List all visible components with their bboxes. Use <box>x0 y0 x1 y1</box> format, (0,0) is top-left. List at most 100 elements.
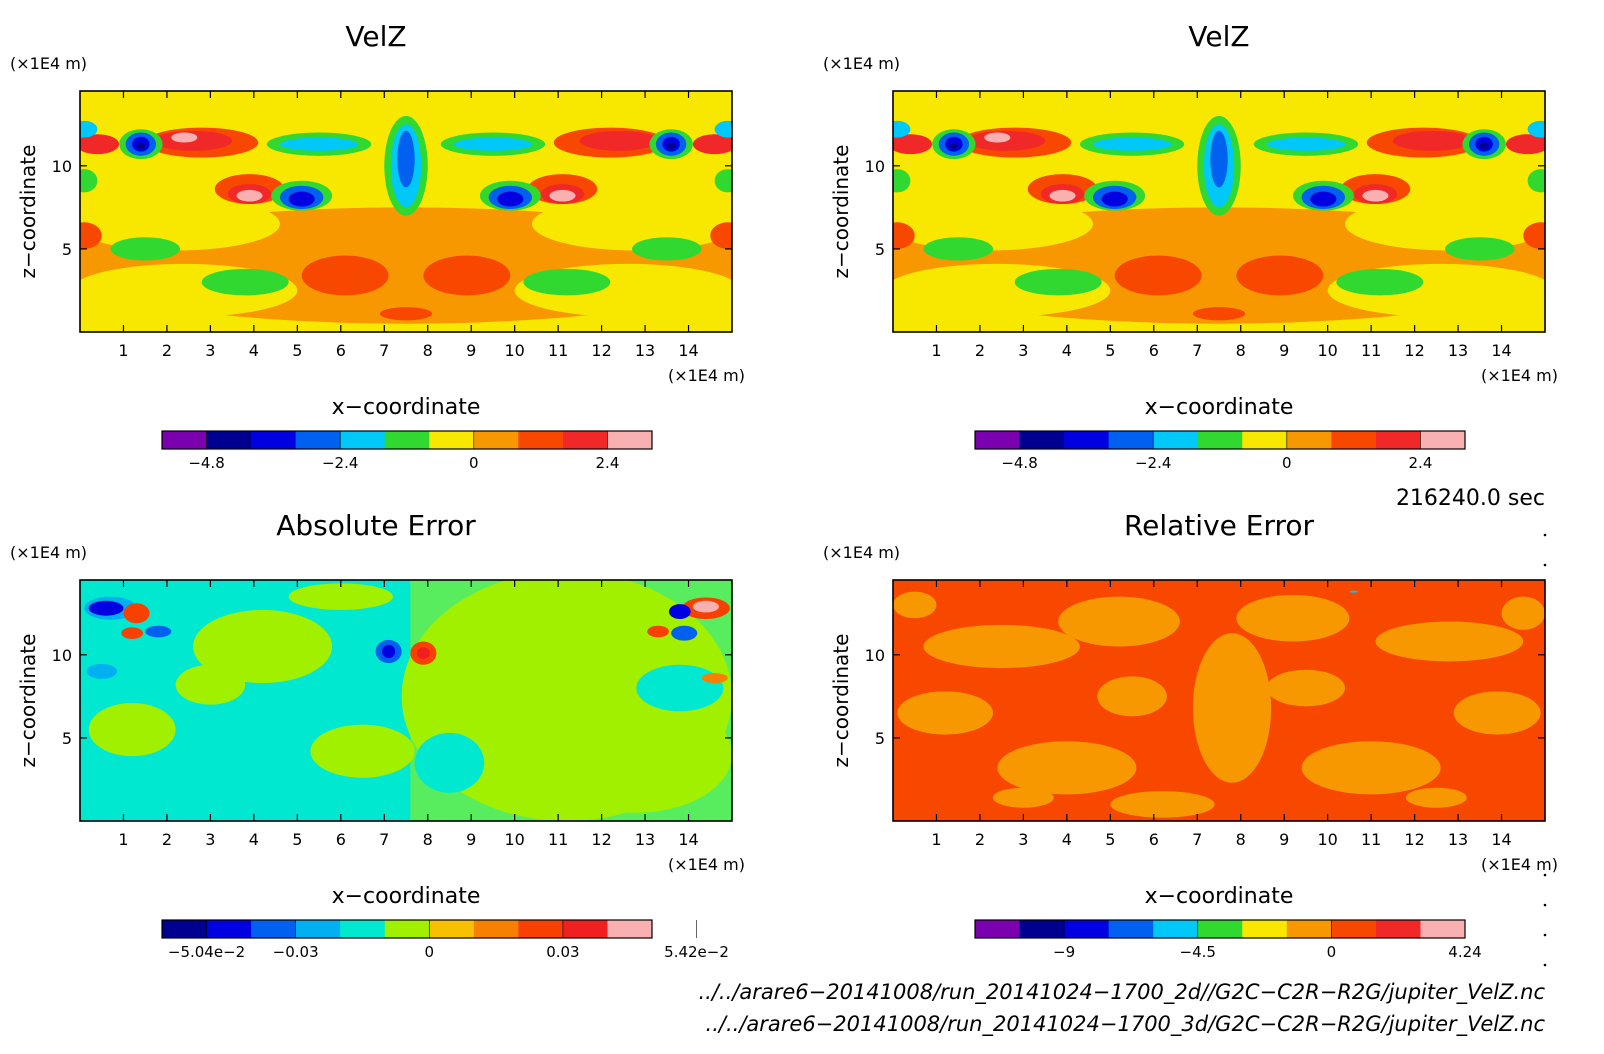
plot-frame <box>892 579 1546 822</box>
colorbar-tick-label: 2.4 <box>1409 454 1433 472</box>
colorbar-swatch <box>1420 920 1466 938</box>
contour-blob <box>416 647 430 659</box>
contour-blob <box>1301 741 1441 795</box>
x-tick-label: 6 <box>1149 830 1159 849</box>
x-tick-label: 10 <box>504 341 524 360</box>
contour-field-1 <box>80 91 732 332</box>
contour-blob <box>692 600 719 613</box>
x-tick-label: 6 <box>336 341 346 360</box>
panel-title: Absolute Error <box>276 509 476 542</box>
x-tick-label: 3 <box>1018 830 1028 849</box>
contour-blob <box>893 222 915 249</box>
contour-blob <box>710 222 732 249</box>
contour-blob <box>80 134 120 155</box>
colorbar-swatch <box>1197 431 1243 449</box>
contour-blob <box>668 604 691 620</box>
contour-blob <box>997 741 1137 795</box>
colorbar-swatch <box>206 431 252 449</box>
colorbar-swatch <box>1242 920 1288 938</box>
contour-blob <box>336 94 476 121</box>
x-tick-label: 6 <box>1149 341 1159 360</box>
colorbar-swatch <box>473 431 519 449</box>
colorbar-swatch <box>206 920 252 938</box>
colorbar-swatch <box>1064 920 1110 938</box>
y-unit-label: (×1E4 m) <box>10 543 87 562</box>
x-tick-label: 10 <box>1317 830 1337 849</box>
contour-blob <box>123 603 150 624</box>
colorbar-swatch <box>975 431 1021 449</box>
y-tick-label: 5 <box>62 729 72 748</box>
colorbar-swatch <box>473 920 519 938</box>
colorbar-swatch <box>518 431 564 449</box>
x-tick-label: 11 <box>1361 830 1381 849</box>
colorbar-swatch <box>340 920 386 938</box>
colorbar-swatch <box>1019 920 1065 938</box>
x-tick-label: 7 <box>1192 341 1202 360</box>
colorbar-swatch <box>384 920 430 938</box>
contour-blob <box>893 169 911 193</box>
colorbar-tick-label: 4.24 <box>1448 943 1481 961</box>
contour-blob <box>1149 94 1289 121</box>
plot-frame <box>892 90 1546 333</box>
colorbar-swatch <box>607 920 653 938</box>
x-tick-label: 8 <box>1236 830 1246 849</box>
colorbar-frame <box>974 430 1466 450</box>
colorbar-tick-label: −0.03 <box>273 943 319 961</box>
contour-blob <box>193 609 333 684</box>
colorbar-swatch <box>1331 920 1377 938</box>
contour-blob <box>1349 590 1359 593</box>
x-tick-label: 4 <box>249 830 259 849</box>
colorbar-tick-label: −4.5 <box>1180 943 1216 961</box>
contour-blob <box>310 724 415 778</box>
contour-blob <box>1236 594 1350 642</box>
colorbar: −9 −4.5 0 4.24 <box>974 919 1482 961</box>
contour-blob <box>1310 191 1337 207</box>
x-tick-label: 6 <box>336 830 346 849</box>
contour-blob <box>86 663 117 679</box>
contour-blob <box>636 664 724 712</box>
contour-blob <box>80 222 102 249</box>
x-tick-label: 1 <box>931 830 941 849</box>
contour-blob <box>893 197 1093 251</box>
x-tick-label: 14 <box>678 830 698 849</box>
x-tick-label: 12 <box>1404 830 1424 849</box>
contour-blob <box>1336 268 1424 296</box>
colorbar-swatch <box>251 920 297 938</box>
contour-blob <box>379 307 433 321</box>
x-tick-label: 5 <box>292 341 302 360</box>
contour-blob <box>110 237 180 261</box>
colorbar-tick-label: −4.8 <box>188 454 224 472</box>
colorbar-tick-label: −4.8 <box>1001 454 1037 472</box>
contour-blob <box>647 625 669 638</box>
colorbar-swatch <box>429 431 475 449</box>
panel-title: Relative Error <box>1124 509 1315 542</box>
y-unit-label: (×1E4 m) <box>823 54 900 73</box>
contour-blob <box>1479 142 1489 150</box>
x-tick-label: 12 <box>591 830 611 849</box>
contour-blob <box>1375 621 1524 662</box>
contour-blob <box>288 191 315 207</box>
y-axis-label: z−coordinate <box>16 634 40 768</box>
x-tick-label: 7 <box>1192 830 1202 849</box>
contour-blob <box>80 197 280 251</box>
x-tick-label: 7 <box>379 830 389 849</box>
colorbar-swatch <box>1242 431 1288 449</box>
contour-blob <box>136 142 146 150</box>
contour-blob <box>453 608 559 669</box>
colorbar-tick-label: 0.03 <box>546 943 579 961</box>
contour-blob <box>923 237 993 261</box>
x-tick-label: 14 <box>1491 830 1511 849</box>
colorbar-swatch <box>1064 431 1110 449</box>
y-axis-label: z−coordinate <box>829 145 853 279</box>
colorbar-tick-label: −5.04e−2 <box>168 943 245 961</box>
contour-blob <box>236 189 263 202</box>
x-unit-label: (×1E4 m) <box>1481 855 1558 874</box>
colorbar-swatch <box>1286 920 1332 938</box>
colorbar-swatch <box>162 431 208 449</box>
contour-blob <box>1110 791 1215 818</box>
x-tick-label: 9 <box>1279 341 1289 360</box>
contour-blob <box>1362 189 1389 202</box>
